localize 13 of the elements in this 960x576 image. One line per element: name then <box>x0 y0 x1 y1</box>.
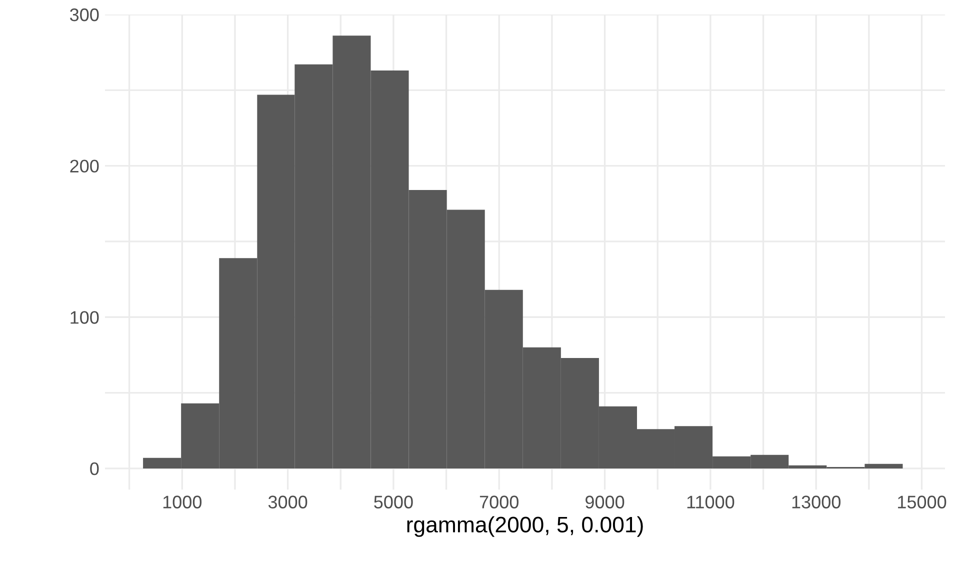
x-tick-label: 11000 <box>687 496 734 508</box>
x-tick-label: 5000 <box>374 496 413 508</box>
x-tick-label: 13000 <box>792 496 840 508</box>
y-tick-label: 0 <box>90 462 99 476</box>
x-tick-label: 7000 <box>480 496 518 508</box>
y-tick-label: 100 <box>70 311 99 324</box>
x-tick-label: 3000 <box>268 496 308 508</box>
x-tick-label: 1000 <box>163 496 202 508</box>
y-tick-label: 300 <box>70 8 99 22</box>
x-axis-title: rgamma(2000, 5, 0.001) <box>407 516 643 537</box>
y-tick-label: 200 <box>70 160 99 173</box>
x-tick-label: 15000 <box>898 496 946 508</box>
x-tick-label: 9000 <box>586 496 624 508</box>
